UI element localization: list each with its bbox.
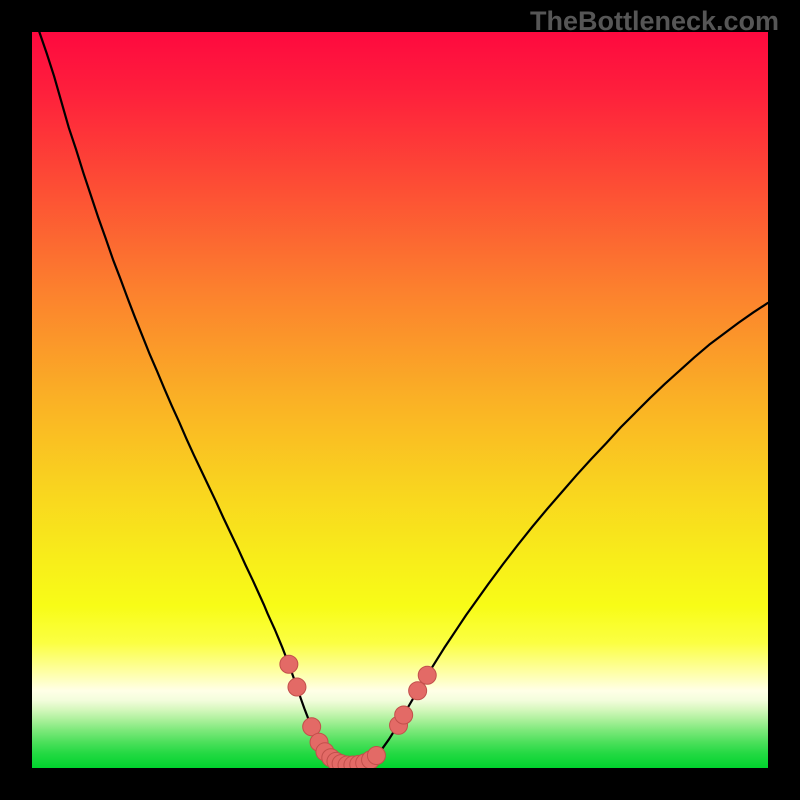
data-marker <box>367 746 385 764</box>
chart-plot-area <box>32 32 768 768</box>
data-marker <box>280 655 298 673</box>
bottleneck-curve <box>39 32 768 765</box>
data-marker <box>288 678 306 696</box>
data-marker <box>409 682 427 700</box>
bottleneck-chart-svg <box>32 32 768 768</box>
chart-frame <box>28 28 772 772</box>
data-marker <box>395 706 413 724</box>
data-marker <box>418 666 436 684</box>
watermark-text: TheBottleneck.com <box>530 6 779 37</box>
